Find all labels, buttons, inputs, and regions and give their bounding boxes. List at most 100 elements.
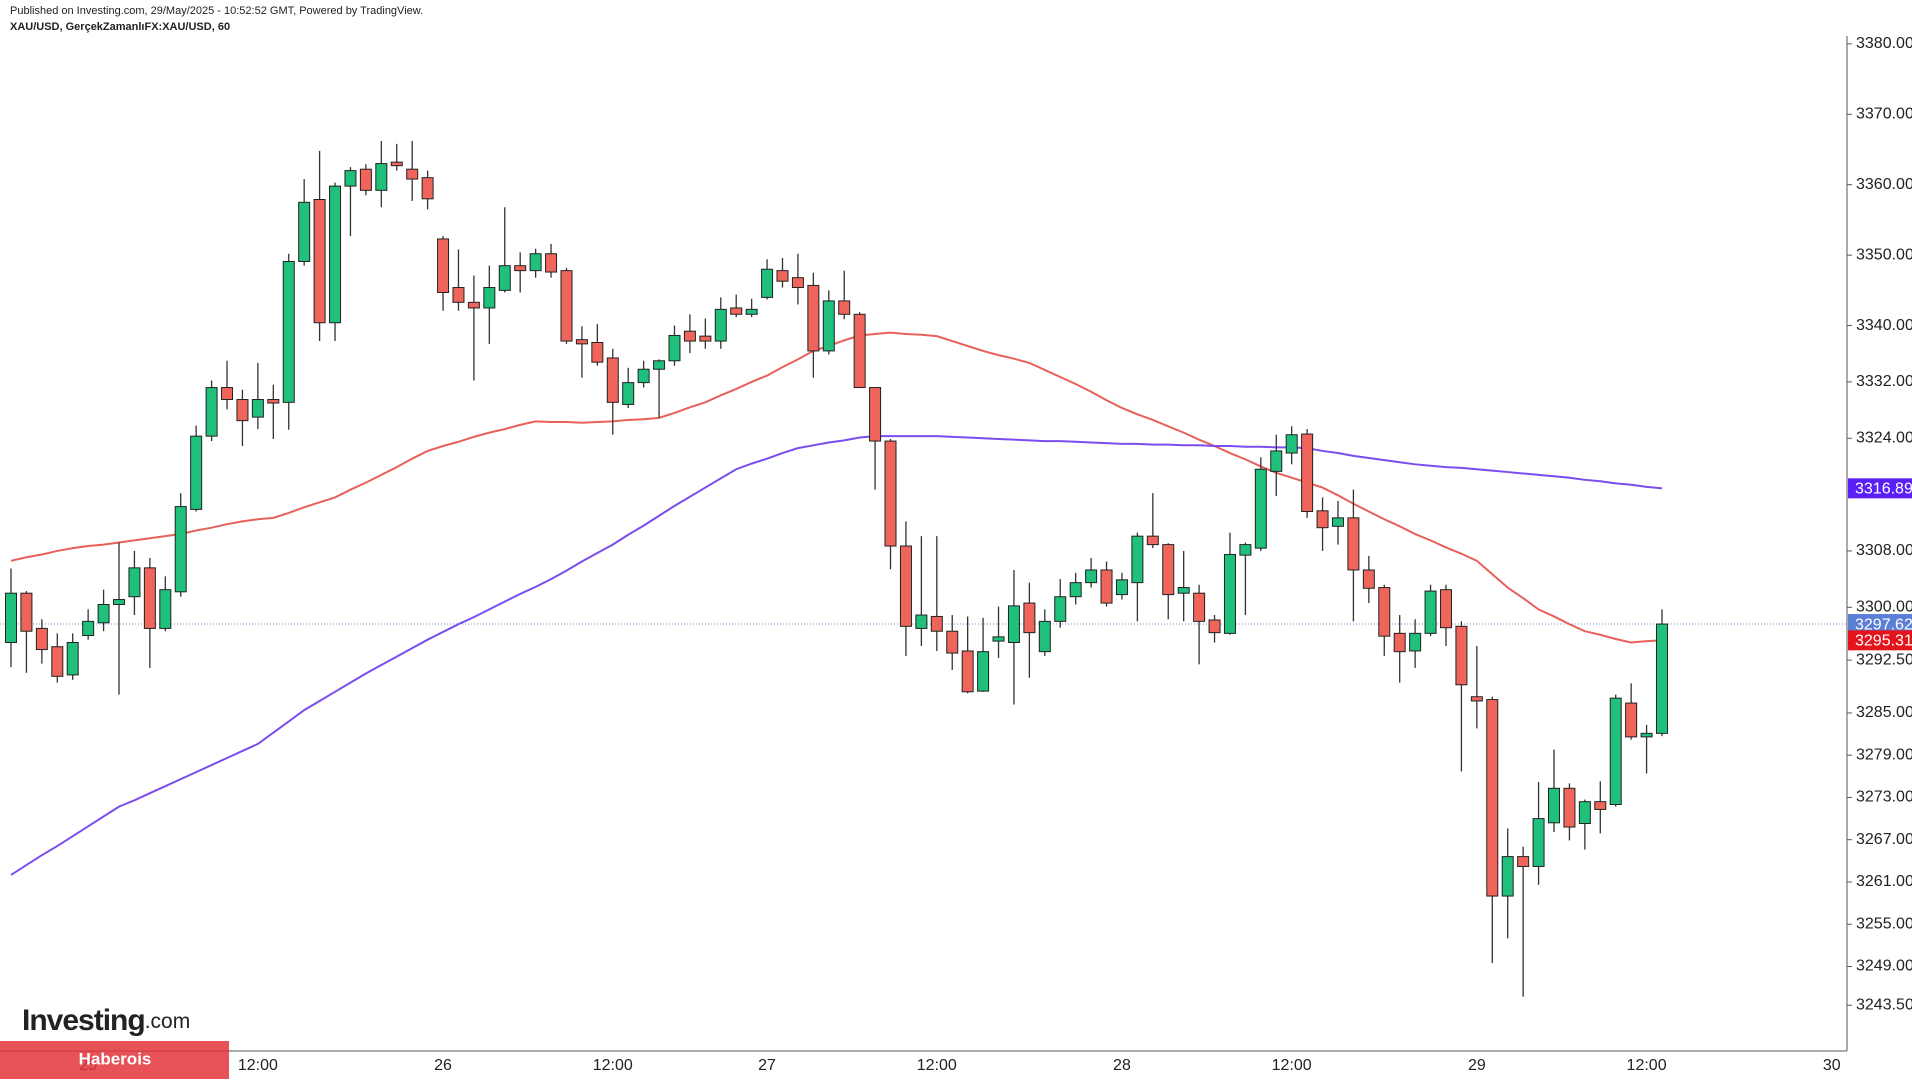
candle-body [1362, 569, 1375, 589]
candle-body [1162, 544, 1175, 596]
candle-body [1223, 553, 1236, 634]
candle-body [930, 615, 943, 632]
candle-body [1517, 856, 1530, 867]
candle-body [1316, 510, 1329, 529]
candle-body [390, 161, 403, 167]
banner-text: Haberois [79, 1049, 152, 1068]
candle-body [1054, 596, 1067, 622]
candle-body [1393, 632, 1406, 653]
candle-body [622, 382, 635, 405]
symbol-title: XAU/USD, GerçekZamanlıFX:XAU/USD, 60 [10, 21, 230, 33]
watermark-brand: Investing.com [22, 1004, 190, 1037]
y-tick-label: 3279.00 [1856, 746, 1912, 763]
candle-body [1609, 697, 1622, 805]
y-tick-label: 3255.00 [1856, 915, 1912, 932]
candle-body [1115, 579, 1128, 596]
watermark-suffix: .com [145, 1010, 191, 1033]
candle-body [359, 168, 372, 191]
candle-body [915, 614, 928, 629]
candle-body [1301, 433, 1314, 513]
x-tick-label: 30 [1823, 1057, 1841, 1074]
y-tick-label: 3273.00 [1856, 789, 1912, 806]
x-tick-label: 12:00 [593, 1057, 633, 1074]
candle-body [1347, 517, 1360, 571]
candle-body [1378, 587, 1391, 637]
candle-body [406, 168, 419, 180]
candle-body [992, 636, 1005, 642]
candle-body [1069, 582, 1082, 598]
candle-body [1578, 801, 1591, 825]
x-tick-label: 28 [1113, 1057, 1131, 1074]
price-badge [1848, 630, 1912, 651]
candle-body [591, 341, 604, 363]
candle-body [221, 387, 234, 401]
candle-body [1146, 535, 1159, 546]
candle-body [1254, 468, 1267, 549]
y-tick-label: 3340.00 [1856, 317, 1912, 334]
y-tick-label: 3243.50 [1856, 996, 1912, 1013]
candle-body [1208, 619, 1221, 634]
y-tick-label: 3292.50 [1856, 651, 1912, 668]
candle-body [51, 646, 64, 677]
candle-body [838, 300, 851, 315]
y-tick-label: 3267.00 [1856, 831, 1912, 848]
candle-body [329, 185, 342, 324]
candle-body [1270, 450, 1283, 472]
y-tick-label: 3380.00 [1856, 35, 1912, 52]
y-tick-label: 3332.00 [1856, 373, 1912, 390]
candle-body [776, 270, 789, 282]
candle-body [1085, 569, 1098, 584]
candle-body [730, 307, 743, 315]
candle-body [1532, 818, 1545, 867]
candle-body [1239, 544, 1252, 556]
x-tick-label: 12:00 [1272, 1057, 1312, 1074]
candle-body [1625, 702, 1638, 738]
candle-body [1501, 856, 1514, 897]
candle-body [1439, 589, 1452, 629]
ma-line [10, 435, 1663, 876]
y-tick-label: 3300.00 [1856, 599, 1912, 616]
candle-body [1594, 801, 1607, 810]
candle-body [1409, 632, 1422, 652]
candle-body [899, 545, 912, 627]
candle-body [467, 301, 480, 309]
candle-body [961, 650, 974, 693]
candle-body [1100, 569, 1113, 604]
candle-body [113, 599, 126, 605]
candle-body [1424, 590, 1437, 634]
x-tick-label: 12:00 [1627, 1057, 1667, 1074]
candle-body [637, 368, 650, 384]
price-badge-label: 3295.31 [1855, 633, 1912, 650]
y-tick-label: 3261.00 [1856, 873, 1912, 890]
candle-body [66, 642, 79, 676]
candle-body [545, 253, 558, 273]
y-tick-label: 3308.00 [1856, 542, 1912, 559]
candle-body [267, 399, 280, 404]
banner-bg [0, 1041, 229, 1079]
x-tick-label: 27 [758, 1057, 776, 1074]
axes: 3243.50 3249.00 3255.00 3261.00 3267.00 3273.… [79, 35, 1912, 1074]
candle-body [298, 201, 311, 262]
candle-body [946, 630, 959, 654]
price-badge [1848, 614, 1912, 635]
candle-body [251, 399, 264, 418]
ma-line [10, 331, 1663, 644]
candle-body [174, 506, 187, 593]
price-badge [1848, 478, 1912, 499]
candle-body [5, 592, 17, 644]
x-tick-label: 12:00 [917, 1057, 957, 1074]
candles [5, 141, 1669, 997]
candle-body [1548, 787, 1560, 824]
x-tick-label: 12:00 [238, 1057, 278, 1074]
candle-body [1285, 434, 1298, 454]
candle-body [1038, 620, 1051, 653]
candle-body [1640, 732, 1653, 738]
y-tick-label: 3370.00 [1856, 105, 1912, 122]
x-tick-label: 26 [434, 1057, 452, 1074]
candle-body [683, 330, 696, 342]
candle-body [205, 387, 218, 437]
y-tick-label: 3324.00 [1856, 429, 1912, 446]
candle-body [128, 567, 141, 598]
